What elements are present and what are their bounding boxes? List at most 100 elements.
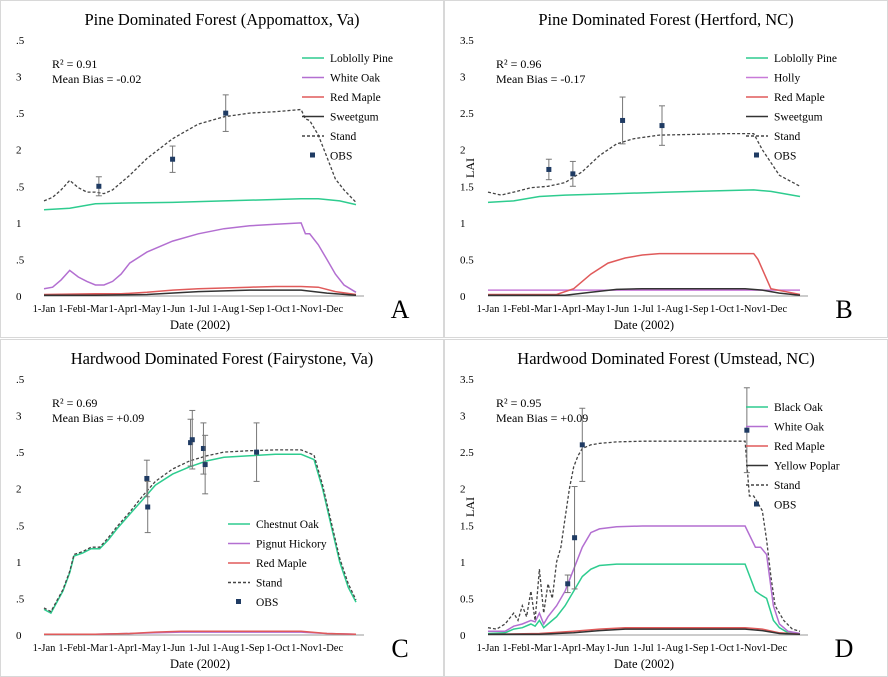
x-tick-label: 1-Jun — [162, 643, 186, 654]
legend-label: Holly — [774, 73, 800, 85]
obs-point — [189, 437, 195, 443]
series-line-red-maple — [43, 285, 357, 296]
stat-annotation: R² = 0.96 — [496, 57, 541, 71]
stat-annotation: Mean Bias = +0.09 — [52, 411, 144, 425]
x-tick-label: 1-Nov — [735, 643, 763, 654]
stat-annotation: R² = 0.69 — [52, 396, 97, 410]
y-tick-label: 2.5 — [460, 447, 474, 459]
y-tick-label: 0 — [460, 630, 466, 642]
chart-svg: Pine Dominated Forest (Appomattox, Va) .5… — [16, 10, 410, 332]
chart-panel-b: Pine Dominated Forest (Hertford, NC) 3.5 3… — [444, 0, 888, 338]
legend-label: Red Maple — [256, 558, 307, 570]
x-tick-label: 1-Sep — [240, 643, 265, 654]
x-tick-label: 1-Jul — [633, 643, 654, 654]
legend-marker — [236, 599, 241, 604]
y-tick-label: 3 — [460, 72, 466, 84]
x-axis-label: Date (2002) — [614, 657, 674, 671]
legend-label: OBS — [774, 151, 796, 163]
y-tick-label: 0 — [16, 291, 22, 303]
series-line-red-maple — [488, 252, 801, 296]
obs-point — [572, 535, 578, 541]
legend-label: Black Oak — [774, 402, 823, 414]
y-tick-label: .5 — [16, 520, 25, 532]
panel-letter: C — [391, 634, 408, 663]
chart-panel-a: Pine Dominated Forest (Appomattox, Va) .5… — [0, 0, 444, 338]
legend-label: Stand — [330, 131, 356, 143]
series-line-stand — [43, 108, 357, 203]
series-line-loblolly-pine — [487, 189, 801, 204]
x-tick-label: 1-Aug — [656, 304, 684, 315]
x-tick-label: 1-Apr — [553, 643, 579, 654]
chart-panel-d: Hardwood Dominated Forest (Umstead, NC) 3… — [444, 339, 888, 677]
panel-letter: B — [835, 295, 852, 324]
panel-letter: D — [835, 634, 854, 663]
legend-label: OBS — [330, 151, 352, 163]
legend-label: Loblolly Pine — [330, 53, 393, 65]
series-line-sweetgum — [44, 289, 357, 297]
x-tick-label: 1-Dec — [317, 643, 343, 654]
y-tick-label: 1 — [16, 557, 22, 569]
x-tick-label: 1-Apr — [109, 304, 135, 315]
panel-letter: A — [391, 295, 410, 324]
y-tick-label: .5 — [16, 181, 25, 193]
series-line-stand — [43, 449, 357, 613]
x-tick-label: 1-May — [577, 304, 606, 315]
x-tick-label: 1-Nov — [291, 304, 319, 315]
x-tick-label: 1-Jun — [606, 304, 630, 315]
series-line-red-maple — [44, 630, 357, 636]
y-tick-label: 1 — [460, 557, 466, 569]
y-tick-label: .5 — [16, 254, 25, 266]
series-line-black-oak — [487, 563, 801, 636]
x-axis-label: Date (2002) — [170, 318, 230, 332]
stat-annotation: Mean Bias = -0.17 — [496, 72, 585, 86]
x-axis-label: Date (2002) — [170, 657, 230, 671]
y-tick-label: 0.5 — [460, 254, 474, 266]
legend-marker — [754, 501, 759, 507]
chart-svg: Hardwood Dominated Forest (Umstead, NC) 3… — [460, 349, 854, 671]
y-tick-label: .5 — [16, 447, 25, 459]
x-tick-label: 1-Jan — [477, 643, 500, 654]
obs-point — [200, 445, 206, 451]
chart-title: Hardwood Dominated Forest (Umstead, NC) — [517, 349, 814, 368]
x-tick-label: 1-Sep — [240, 304, 265, 315]
y-axis-label: LAI — [463, 497, 477, 517]
x-tick-label: 1-Dec — [761, 643, 787, 654]
y-tick-label: 3.5 — [460, 35, 474, 47]
y-tick-label: 3.5 — [460, 374, 474, 386]
chart-title: Pine Dominated Forest (Appomattox, Va) — [84, 10, 359, 29]
legend-label: White Oak — [330, 73, 380, 85]
stat-annotation: Mean Bias = -0.02 — [52, 72, 141, 86]
y-tick-label: 0.5 — [460, 593, 474, 605]
obs-point — [96, 183, 102, 189]
series-line-chestnut-oak — [43, 453, 357, 615]
legend-label: OBS — [256, 597, 278, 609]
series-line-white-oak — [488, 525, 801, 635]
x-tick-label: 1-Jan — [33, 304, 56, 315]
chart-title: Pine Dominated Forest (Hertford, NC) — [538, 10, 793, 29]
x-tick-label: 1-Feb — [58, 304, 83, 315]
obs-point — [254, 449, 260, 455]
y-tick-label: 3 — [16, 411, 22, 423]
obs-point — [144, 475, 150, 481]
legend-label: OBS — [774, 500, 796, 512]
x-tick-label: 1-Oct — [266, 304, 290, 315]
y-tick-label: 2 — [460, 145, 466, 157]
obs-point — [170, 156, 176, 162]
x-tick-label: 1-Dec — [761, 304, 787, 315]
y-tick-label: 1 — [16, 218, 22, 230]
x-tick-label: 1-Jun — [606, 643, 630, 654]
y-tick-label: 0 — [460, 291, 466, 303]
y-tick-label: .5 — [16, 374, 25, 386]
x-tick-label: 1-Sep — [684, 643, 709, 654]
x-tick-label: 1-Aug — [212, 643, 240, 654]
y-tick-label: .5 — [16, 35, 25, 47]
series-line-sweetgum — [488, 287, 801, 297]
x-tick-label: 1-Feb — [502, 304, 527, 315]
x-tick-label: 1-May — [133, 643, 162, 654]
x-tick-label: 1-Jul — [189, 643, 210, 654]
obs-point — [744, 427, 750, 433]
x-tick-label: 1-Aug — [656, 643, 684, 654]
chart-svg: Hardwood Dominated Forest (Fairystone, V… — [16, 349, 409, 671]
x-tick-label: 1-Nov — [291, 643, 319, 654]
obs-point — [145, 504, 151, 510]
